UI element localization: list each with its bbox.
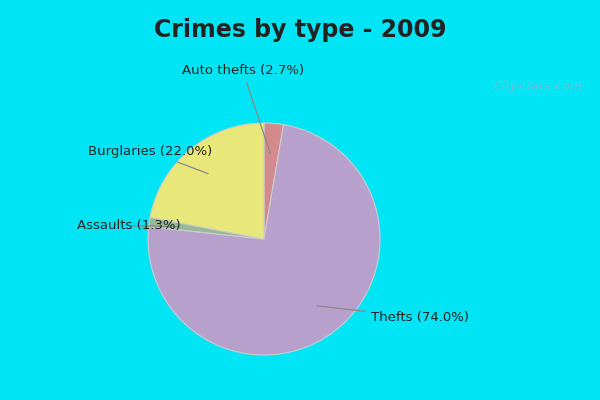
Text: Burglaries (22.0%): Burglaries (22.0%) — [88, 145, 213, 174]
Wedge shape — [150, 123, 264, 239]
Wedge shape — [149, 217, 264, 239]
Wedge shape — [148, 125, 380, 355]
Text: City-Data.com: City-Data.com — [493, 80, 582, 93]
Text: Crimes by type - 2009: Crimes by type - 2009 — [154, 18, 446, 42]
Wedge shape — [264, 123, 284, 239]
Text: Thefts (74.0%): Thefts (74.0%) — [317, 306, 469, 324]
Text: Assaults (1.3%): Assaults (1.3%) — [77, 219, 181, 232]
Text: Auto thefts (2.7%): Auto thefts (2.7%) — [182, 64, 304, 153]
